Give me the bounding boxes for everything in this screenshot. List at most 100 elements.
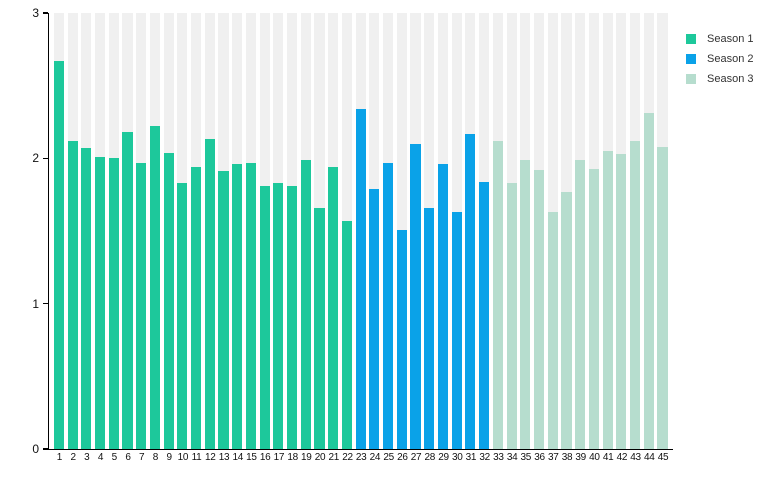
bar-column-episode-13 [218, 13, 229, 449]
x-tick-label-3: 3 [84, 452, 90, 463]
x-tick-label-15: 15 [246, 452, 257, 463]
legend-item-season-3[interactable]: Season 3 [686, 73, 753, 85]
bar-episode-35[interactable] [520, 159, 531, 449]
bar-column-episode-22 [341, 13, 353, 449]
x-tick-label-16: 16 [259, 452, 271, 463]
x-tick-label-2: 2 [70, 452, 76, 463]
bar-episode-13[interactable] [218, 171, 229, 449]
bar-episode-30[interactable] [451, 212, 462, 449]
legend-item-season-1[interactable]: Season 1 [686, 33, 753, 45]
legend: Season 1 Season 2 Season 3 [686, 33, 753, 93]
bar-episode-41[interactable] [602, 151, 613, 449]
bar-episode-26[interactable] [396, 229, 407, 449]
x-tick-label-14: 14 [232, 452, 243, 463]
x-tick-label-18: 18 [287, 452, 298, 463]
bar-column-episode-24 [369, 13, 380, 449]
bar-episode-18[interactable] [287, 185, 298, 449]
bar-episode-40[interactable] [588, 168, 599, 449]
bar-column-episode-19 [300, 13, 311, 449]
x-tick-label-20: 20 [314, 452, 326, 463]
bar-episode-9[interactable] [163, 152, 174, 449]
x-tick-label-32: 32 [479, 452, 490, 463]
x-tick-label-42: 42 [616, 452, 628, 463]
bar-column-episode-27 [410, 13, 421, 449]
bar-episode-7[interactable] [136, 162, 147, 449]
bar-episode-3[interactable] [81, 148, 92, 449]
bar-episode-39[interactable] [575, 159, 586, 449]
bar-episode-25[interactable] [383, 162, 394, 449]
bar-episode-24[interactable] [369, 188, 380, 449]
x-tick-label-8: 8 [152, 452, 159, 463]
bar-episode-20[interactable] [314, 207, 325, 449]
bar-episode-10[interactable] [177, 183, 188, 449]
bar-episode-45[interactable] [657, 146, 668, 449]
bar-episode-6[interactable] [122, 132, 133, 449]
x-tick-label-27: 27 [410, 452, 422, 463]
x-tick-label-13: 13 [218, 452, 230, 463]
bar-episode-17[interactable] [273, 183, 284, 449]
x-tick-label-12: 12 [205, 452, 216, 463]
bar-column-episode-1 [53, 13, 64, 449]
bar-column-episode-42 [616, 13, 627, 449]
bar-column-episode-28 [424, 13, 435, 449]
bar-episode-29[interactable] [437, 164, 449, 449]
bar-episode-1[interactable] [53, 60, 64, 449]
bar-column-episode-15 [245, 13, 256, 449]
bar-episode-27[interactable] [410, 143, 421, 449]
y-tick-mark-2 [43, 157, 48, 160]
bar-column-episode-39 [575, 13, 586, 449]
bar-column-episode-5 [108, 13, 119, 449]
bar-episode-22[interactable] [341, 220, 353, 449]
bar-episode-19[interactable] [300, 159, 311, 449]
bar-column-episode-17 [273, 13, 284, 449]
bar-episode-4[interactable] [94, 156, 106, 449]
x-tick-label-19: 19 [301, 452, 312, 463]
bar-episode-32[interactable] [479, 181, 490, 449]
bar-episode-31[interactable] [465, 133, 476, 449]
bar-episode-8[interactable] [149, 126, 160, 449]
y-tick-label-3: 3 [32, 6, 39, 20]
y-tick-mark-0 [43, 448, 48, 450]
x-tick-label-36: 36 [534, 452, 545, 463]
x-tick-label-45: 45 [657, 452, 669, 463]
bar-episode-33[interactable] [492, 140, 503, 449]
x-tick-label-23: 23 [355, 452, 367, 463]
bar-episode-44[interactable] [643, 113, 654, 449]
bar-episode-42[interactable] [616, 153, 627, 449]
x-tick-label-44: 44 [644, 452, 655, 463]
bar-episode-34[interactable] [506, 183, 517, 449]
bar-episode-36[interactable] [533, 169, 545, 449]
bar-column-episode-37 [547, 13, 558, 449]
x-tick-label-22: 22 [342, 452, 353, 463]
bar-column-episode-38 [561, 13, 572, 449]
x-tick-label-7: 7 [139, 452, 145, 463]
bar-column-episode-26 [396, 13, 407, 449]
x-tick-label-10: 10 [177, 452, 189, 463]
legend-item-season-2[interactable]: Season 2 [686, 53, 753, 65]
bar-episode-5[interactable] [108, 158, 119, 449]
x-tick-label-40: 40 [589, 452, 600, 463]
bar-column-episode-25 [383, 13, 394, 449]
bar-episode-37[interactable] [547, 212, 558, 449]
bar-episode-21[interactable] [328, 167, 339, 449]
bar-column-episode-40 [588, 13, 599, 449]
bar-column-episode-35 [520, 13, 531, 449]
bar-episode-16[interactable] [259, 185, 270, 449]
bar-column-episode-20 [314, 13, 325, 449]
bar-column-episode-31 [465, 13, 476, 449]
bar-episode-2[interactable] [67, 140, 78, 449]
bar-episode-43[interactable] [629, 140, 641, 449]
bar-column-episode-9 [163, 13, 174, 449]
bar-episode-15[interactable] [245, 162, 256, 449]
bar-episode-38[interactable] [561, 191, 572, 449]
bar-episode-28[interactable] [424, 207, 435, 449]
x-tick-label-25: 25 [383, 452, 394, 463]
bar-episode-12[interactable] [204, 139, 215, 449]
x-tick-label-26: 26 [397, 452, 408, 463]
bar-episode-14[interactable] [232, 164, 243, 449]
bar-episode-11[interactable] [190, 167, 202, 449]
x-tick-label-43: 43 [630, 452, 641, 463]
bar-episode-23[interactable] [355, 108, 366, 449]
x-tick-label-24: 24 [369, 452, 381, 463]
bar-column-episode-10 [177, 13, 188, 449]
